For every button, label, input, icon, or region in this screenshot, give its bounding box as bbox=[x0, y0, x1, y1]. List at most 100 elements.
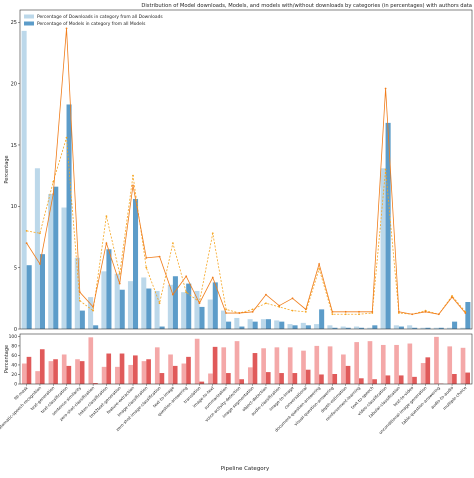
bottom-bar-s1-depth-estimation bbox=[346, 366, 351, 384]
top-bar-s0-token-classification bbox=[101, 271, 106, 329]
top-bar-s0-conversational bbox=[301, 323, 306, 329]
top-line-1-point-zero-shot-classification bbox=[92, 306, 94, 308]
top-line-1-point-sentence-similarity bbox=[79, 291, 81, 293]
top-bar-s0-image-classification bbox=[141, 277, 146, 329]
bottom-bar-s1-text-generation bbox=[53, 359, 58, 384]
top-line-1-point-automatic-speech-recognition bbox=[39, 263, 41, 265]
top-line-1-point-text-to-speech bbox=[371, 311, 373, 313]
top-line-1-point-voice-activity-detection bbox=[238, 312, 240, 314]
top-bar-s0-fill-mask bbox=[22, 31, 27, 329]
bottom-bar-s0-object-detection bbox=[261, 348, 266, 384]
top-ytick-label: 20 bbox=[11, 81, 17, 87]
top-line-1-point-question-answering bbox=[185, 275, 187, 277]
top-bar-s0-image-to-text bbox=[208, 300, 213, 329]
bottom-bar-s1-text2text-generation bbox=[120, 354, 125, 384]
top-bar-s0-automatic-speech-recognition bbox=[35, 168, 40, 329]
bottom-bar-s1-object-detection bbox=[266, 372, 271, 384]
top-line-1-point-fill-mask bbox=[26, 242, 28, 244]
top-line-0-point-automatic-speech-recognition bbox=[39, 232, 41, 234]
legend-swatch-0 bbox=[24, 15, 34, 19]
top-line-0-point-zero-shot-classification bbox=[92, 310, 94, 312]
top-bar-s1-text-to-speech bbox=[372, 325, 377, 329]
top-bar-s0-zero-shot-image-classification bbox=[155, 291, 160, 329]
top-line-1-point-image-to-text bbox=[212, 277, 214, 279]
top-line-1-point-token-classification bbox=[106, 242, 108, 244]
top-bar-s0-document-question-answering bbox=[314, 324, 319, 329]
top-bar-s0-feature-extraction bbox=[128, 281, 133, 329]
top-line-1-point-tabular-classification bbox=[398, 311, 400, 313]
bottom-bar-s0-zero-shot-image-classification bbox=[155, 347, 160, 384]
bottom-bar-s0-image-classification bbox=[142, 361, 147, 384]
top-line-0-point-summarization bbox=[225, 308, 227, 310]
top-legend: Percentage of Downloads in category from… bbox=[24, 14, 163, 27]
bottom-ytick-label: 60 bbox=[11, 353, 17, 359]
top-line-0 bbox=[27, 138, 466, 315]
top-bar-s0-text-generation bbox=[48, 194, 53, 329]
top-line-1-point-audio-classification bbox=[278, 305, 280, 307]
bottom-bar-s0-feature-extraction bbox=[128, 365, 133, 384]
top-bar-s1-image-classification bbox=[146, 289, 151, 329]
top-line-0-point-token-classification bbox=[106, 215, 108, 217]
top-line-1-point-text-classification bbox=[66, 28, 68, 30]
top-line-0-point-feature-extraction bbox=[132, 175, 134, 177]
top-ytick-label: 0 bbox=[14, 327, 17, 333]
top-bar-s1-text-generation bbox=[53, 187, 58, 329]
bottom-bar-s1-token-classification bbox=[106, 354, 111, 384]
bottom-plot-frame bbox=[20, 334, 472, 384]
top-line-1-point-image-to-image bbox=[292, 297, 294, 299]
bottom-bar-s0-reinforcement-learning bbox=[354, 342, 359, 384]
top-line-1-point-image-segmentation bbox=[252, 311, 254, 313]
top-bar-s1-conversational bbox=[306, 325, 311, 329]
top-bar-s0-translation bbox=[194, 291, 199, 329]
top-bar-s1-audio-to-audio bbox=[452, 322, 457, 329]
bottom-bar-s1-feature-extraction bbox=[133, 355, 138, 384]
top-bar-s1-tabular-classification bbox=[399, 327, 404, 329]
bottom-bar-s1-text-classification bbox=[67, 366, 72, 384]
top-line-1-point-zero-shot-image-classification bbox=[159, 256, 161, 258]
top-line-1-point-audio-to-audio bbox=[451, 296, 453, 298]
bottom-bar-s1-sentence-similarity bbox=[80, 361, 85, 384]
bottom-bar-s0-text-to-image bbox=[168, 354, 173, 384]
bottom-bar-s0-document-question-answering bbox=[314, 346, 319, 384]
top-bar-s1-zero-shot-classification bbox=[93, 325, 98, 329]
top-line-1-point-feature-extraction bbox=[132, 185, 134, 187]
top-bar-s0-depth-estimation bbox=[341, 327, 346, 329]
bottom-bar-s1-image-classification bbox=[146, 359, 151, 384]
top-line-1-point-image-classification bbox=[145, 257, 147, 259]
bottom-bar-s0-text-to-video bbox=[408, 344, 413, 384]
top-bar-s1-text-to-image bbox=[173, 276, 178, 329]
top-line-0-point-image-classification bbox=[145, 267, 147, 269]
bottom-bar-s0-zero-shot-classification bbox=[88, 337, 93, 384]
top-line-0-point-conversational bbox=[305, 311, 307, 313]
bottom-bar-s0-table-question-answering bbox=[434, 337, 439, 384]
top-bar-s1-automatic-speech-recognition bbox=[40, 254, 45, 329]
top-bar-s1-summarization bbox=[226, 322, 231, 329]
bottom-bar-s1-question-answering bbox=[186, 357, 191, 384]
top-bar-s1-audio-classification bbox=[279, 322, 284, 329]
bottom-bar-s1-text-to-speech bbox=[372, 379, 377, 384]
top-line-0-point-image-to-image bbox=[292, 310, 294, 312]
bottom-bar-s1-voice-activity-detection bbox=[239, 379, 244, 384]
top-line-1-point-text-generation bbox=[52, 193, 54, 195]
top-plot-frame bbox=[20, 10, 472, 329]
x-tick-label-multiple-choice: multiple-choice bbox=[442, 385, 468, 411]
bottom-ytick-label: 0 bbox=[14, 382, 17, 388]
top-bar-s0-reinforcement-learning bbox=[354, 327, 359, 329]
bottom-bar-s0-conversational bbox=[301, 351, 306, 384]
top-ytick-label: 25 bbox=[11, 20, 17, 26]
top-bar-s1-document-question-answering bbox=[319, 309, 324, 329]
top-bar-s1-token-classification bbox=[106, 249, 111, 329]
bottom-bar-s1-unconditional-image-generation bbox=[425, 357, 430, 384]
bottom-bar-s1-image-segmentation bbox=[253, 353, 258, 384]
top-line-0-point-document-question-answering bbox=[318, 268, 320, 270]
top-line-1-point-text2text-generation bbox=[119, 283, 121, 285]
top-line-1-point-multiple-choice bbox=[464, 312, 466, 314]
bottom-bar-s0-audio-to-audio bbox=[447, 346, 452, 384]
bottom-bar-s1-image-to-image bbox=[293, 373, 298, 384]
top-bar-s1-question-answering bbox=[186, 284, 191, 329]
bottom-bar-s0-multiple-choice bbox=[461, 348, 466, 384]
top-bar-s1-image-segmentation bbox=[253, 322, 258, 329]
legend-label-0: Percentage of Downloads in category from… bbox=[37, 14, 163, 20]
bottom-bar-s1-automatic-speech-recognition bbox=[40, 349, 45, 384]
